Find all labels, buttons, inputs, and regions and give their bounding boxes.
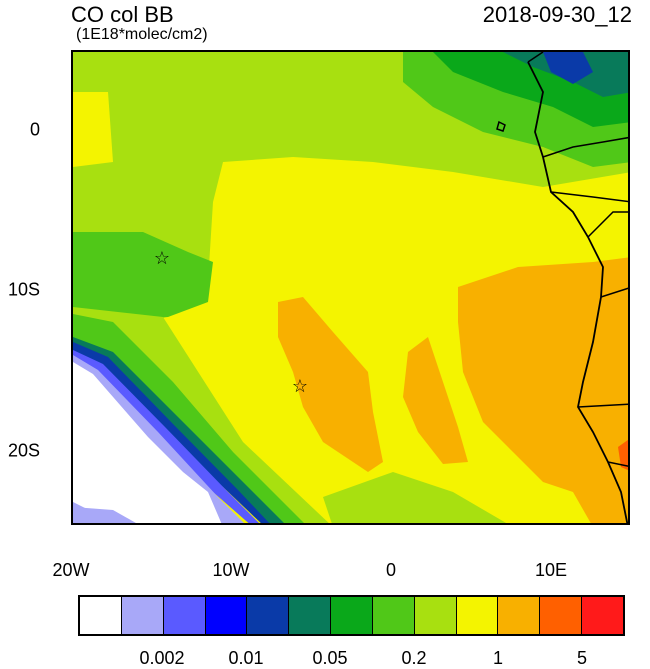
colorbar-label: 1 <box>492 648 504 668</box>
co-column-map <box>71 50 630 525</box>
field-lightgreen-southeast <box>323 472 507 523</box>
datetime-label: 2018-09-30_12 <box>482 2 632 27</box>
lon-label-10w: 10W <box>212 560 250 580</box>
colorbar-label: 5 <box>576 648 588 668</box>
field-red-orange-east <box>618 439 628 471</box>
colorbar-swatch <box>498 597 541 634</box>
field-clean-white <box>73 362 222 523</box>
field-blue-northeast <box>543 52 593 84</box>
field-band-green <box>73 314 304 523</box>
colorbar <box>78 595 625 636</box>
colorbar-label: 0.2 <box>401 648 427 668</box>
coastline <box>527 61 628 523</box>
colorbar-swatch <box>456 597 499 634</box>
colorbar-label: 0.05 <box>312 648 348 668</box>
country-borders <box>527 52 628 467</box>
colorbar-label: 0.002 <box>139 648 185 668</box>
lat-label-0: 0 <box>29 119 40 140</box>
colorbar-swatch <box>331 597 373 634</box>
lon-label-10e: 10E <box>534 560 568 580</box>
colorbar-swatch <box>247 597 290 634</box>
colorbar-swatch <box>582 597 623 634</box>
field-lavender-south <box>73 507 136 523</box>
colorbar-swatch <box>540 597 583 634</box>
map-title: CO col BB <box>71 2 174 27</box>
colorbar-label: 0.01 <box>228 648 264 668</box>
lat-label-20s: 20S <box>7 440 40 461</box>
field-orange-east <box>458 257 628 523</box>
field-yellow-west <box>73 92 113 167</box>
station-star-icon: ☆ <box>291 376 309 396</box>
field-orange-plume-central <box>278 297 383 472</box>
map-field <box>73 52 628 523</box>
colorbar-swatch <box>80 597 122 634</box>
colorbar-swatch <box>372 597 415 634</box>
island <box>496 120 506 132</box>
colorbar-swatch <box>205 597 248 634</box>
lon-label-0: 0 <box>385 560 397 580</box>
field-orange-plume-south <box>403 337 468 464</box>
colorbar-swatch <box>414 597 457 634</box>
lon-label-20w: 20W <box>52 560 90 580</box>
colorbar-swatch <box>163 597 206 634</box>
colorbar-swatch <box>121 597 164 634</box>
colorbar-swatch <box>289 597 332 634</box>
station-star-icon: ☆ <box>153 248 171 268</box>
units-label: (1E18*molec/cm2) <box>76 26 208 43</box>
lat-label-10s: 10S <box>7 279 40 300</box>
field-green-west <box>73 232 213 322</box>
